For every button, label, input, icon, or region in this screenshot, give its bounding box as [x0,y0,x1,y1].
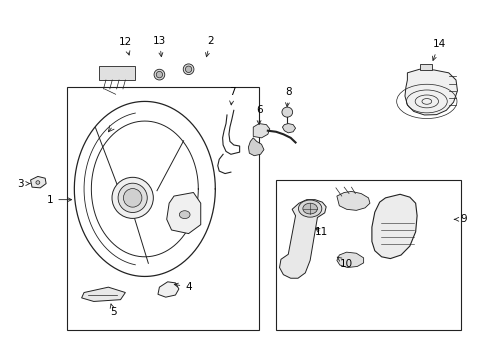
Ellipse shape [123,189,142,207]
Bar [276,180,460,330]
Text: 9: 9 [453,214,466,224]
Text: 3: 3 [18,179,30,189]
Polygon shape [81,287,125,301]
Ellipse shape [298,200,321,217]
Polygon shape [30,176,46,188]
Polygon shape [166,193,201,234]
Ellipse shape [154,69,164,80]
Polygon shape [371,194,416,258]
Polygon shape [248,138,264,156]
Text: 8: 8 [285,87,291,107]
Ellipse shape [36,181,40,184]
Ellipse shape [282,107,292,117]
Ellipse shape [118,183,147,212]
Text: 6: 6 [255,105,262,125]
Polygon shape [404,69,457,115]
Polygon shape [282,123,295,133]
Ellipse shape [112,177,153,219]
Text: 12: 12 [119,37,132,55]
Polygon shape [419,64,431,70]
Polygon shape [279,200,325,278]
Polygon shape [158,282,179,297]
Polygon shape [336,252,363,267]
Text: 13: 13 [152,36,166,57]
Text: 11: 11 [314,227,327,237]
Text: 10: 10 [337,257,352,269]
Text: 4: 4 [174,282,191,292]
Text: 1: 1 [46,195,71,204]
Ellipse shape [302,203,317,214]
Text: 5: 5 [110,304,116,317]
Text: 7: 7 [228,87,235,105]
Polygon shape [336,192,369,210]
Polygon shape [253,123,269,138]
Ellipse shape [183,64,194,75]
Ellipse shape [179,211,190,219]
Bar [99,66,135,80]
Bar [67,87,259,330]
Text: 14: 14 [431,39,445,60]
Ellipse shape [156,71,162,78]
Ellipse shape [185,66,191,72]
Text: 2: 2 [205,36,213,57]
